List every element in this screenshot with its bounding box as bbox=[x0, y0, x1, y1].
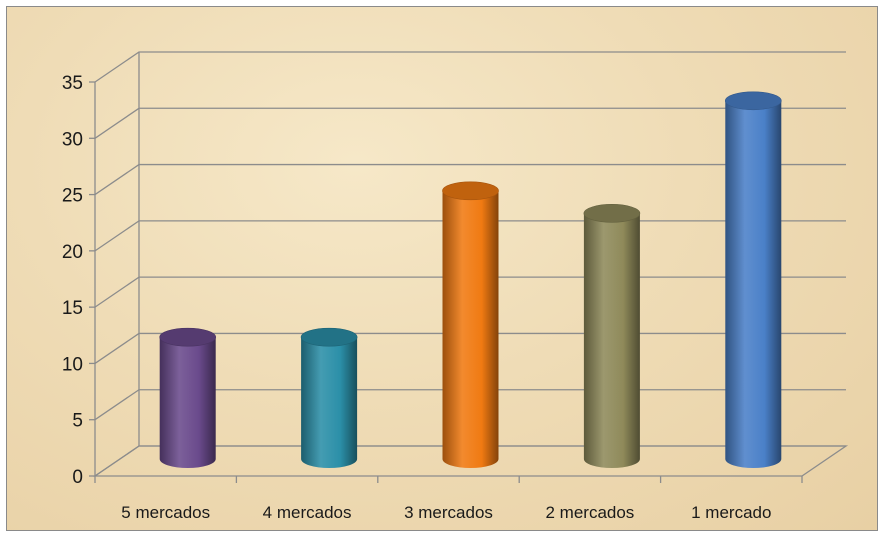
bars bbox=[159, 91, 782, 469]
bar-4 bbox=[583, 204, 641, 468]
x-tick-label: 5 mercados bbox=[121, 503, 210, 522]
y-tick-label: 15 bbox=[62, 298, 83, 319]
bar-body bbox=[301, 337, 358, 468]
x-tick-label: 1 mercado bbox=[691, 503, 771, 522]
y-tick-label: 10 bbox=[62, 354, 83, 375]
bar-top bbox=[724, 91, 782, 111]
bar-3 bbox=[442, 181, 499, 469]
bar-body bbox=[442, 190, 499, 469]
bar-5 bbox=[724, 91, 782, 469]
x-tick-label: 2 mercados bbox=[545, 503, 634, 522]
bar-top bbox=[442, 181, 499, 201]
axes bbox=[89, 52, 803, 483]
bar-2 bbox=[300, 327, 358, 468]
bar-body bbox=[583, 213, 640, 468]
y-tick-label: 25 bbox=[62, 186, 83, 207]
bar-top bbox=[300, 327, 358, 347]
x-tick-label: 4 mercados bbox=[263, 503, 352, 522]
bar-1 bbox=[159, 327, 216, 468]
y-tick-label: 5 bbox=[72, 411, 83, 432]
y-tick-label: 35 bbox=[62, 73, 83, 94]
x-tick-label: 3 mercados bbox=[404, 503, 493, 522]
gridline bbox=[94, 51, 846, 83]
y-tick-label: 30 bbox=[62, 129, 83, 150]
bar-top bbox=[159, 327, 216, 347]
labels: 0 5 10 15 20 25 30 35 5 mercados 4 mercados 3 merc… bbox=[62, 73, 772, 522]
chart-frame: 0 5 10 15 20 25 30 35 5 mercados 4 mercados 3 merc… bbox=[6, 6, 878, 531]
y-tick-label: 0 bbox=[72, 467, 83, 488]
y-tick-label: 20 bbox=[62, 242, 83, 263]
bar-top bbox=[583, 204, 641, 223]
bar-chart: 0 5 10 15 20 25 30 35 5 mercados 4 mercados 3 merc… bbox=[62, 51, 849, 522]
bar-body bbox=[725, 100, 782, 469]
bar-body bbox=[159, 337, 216, 468]
